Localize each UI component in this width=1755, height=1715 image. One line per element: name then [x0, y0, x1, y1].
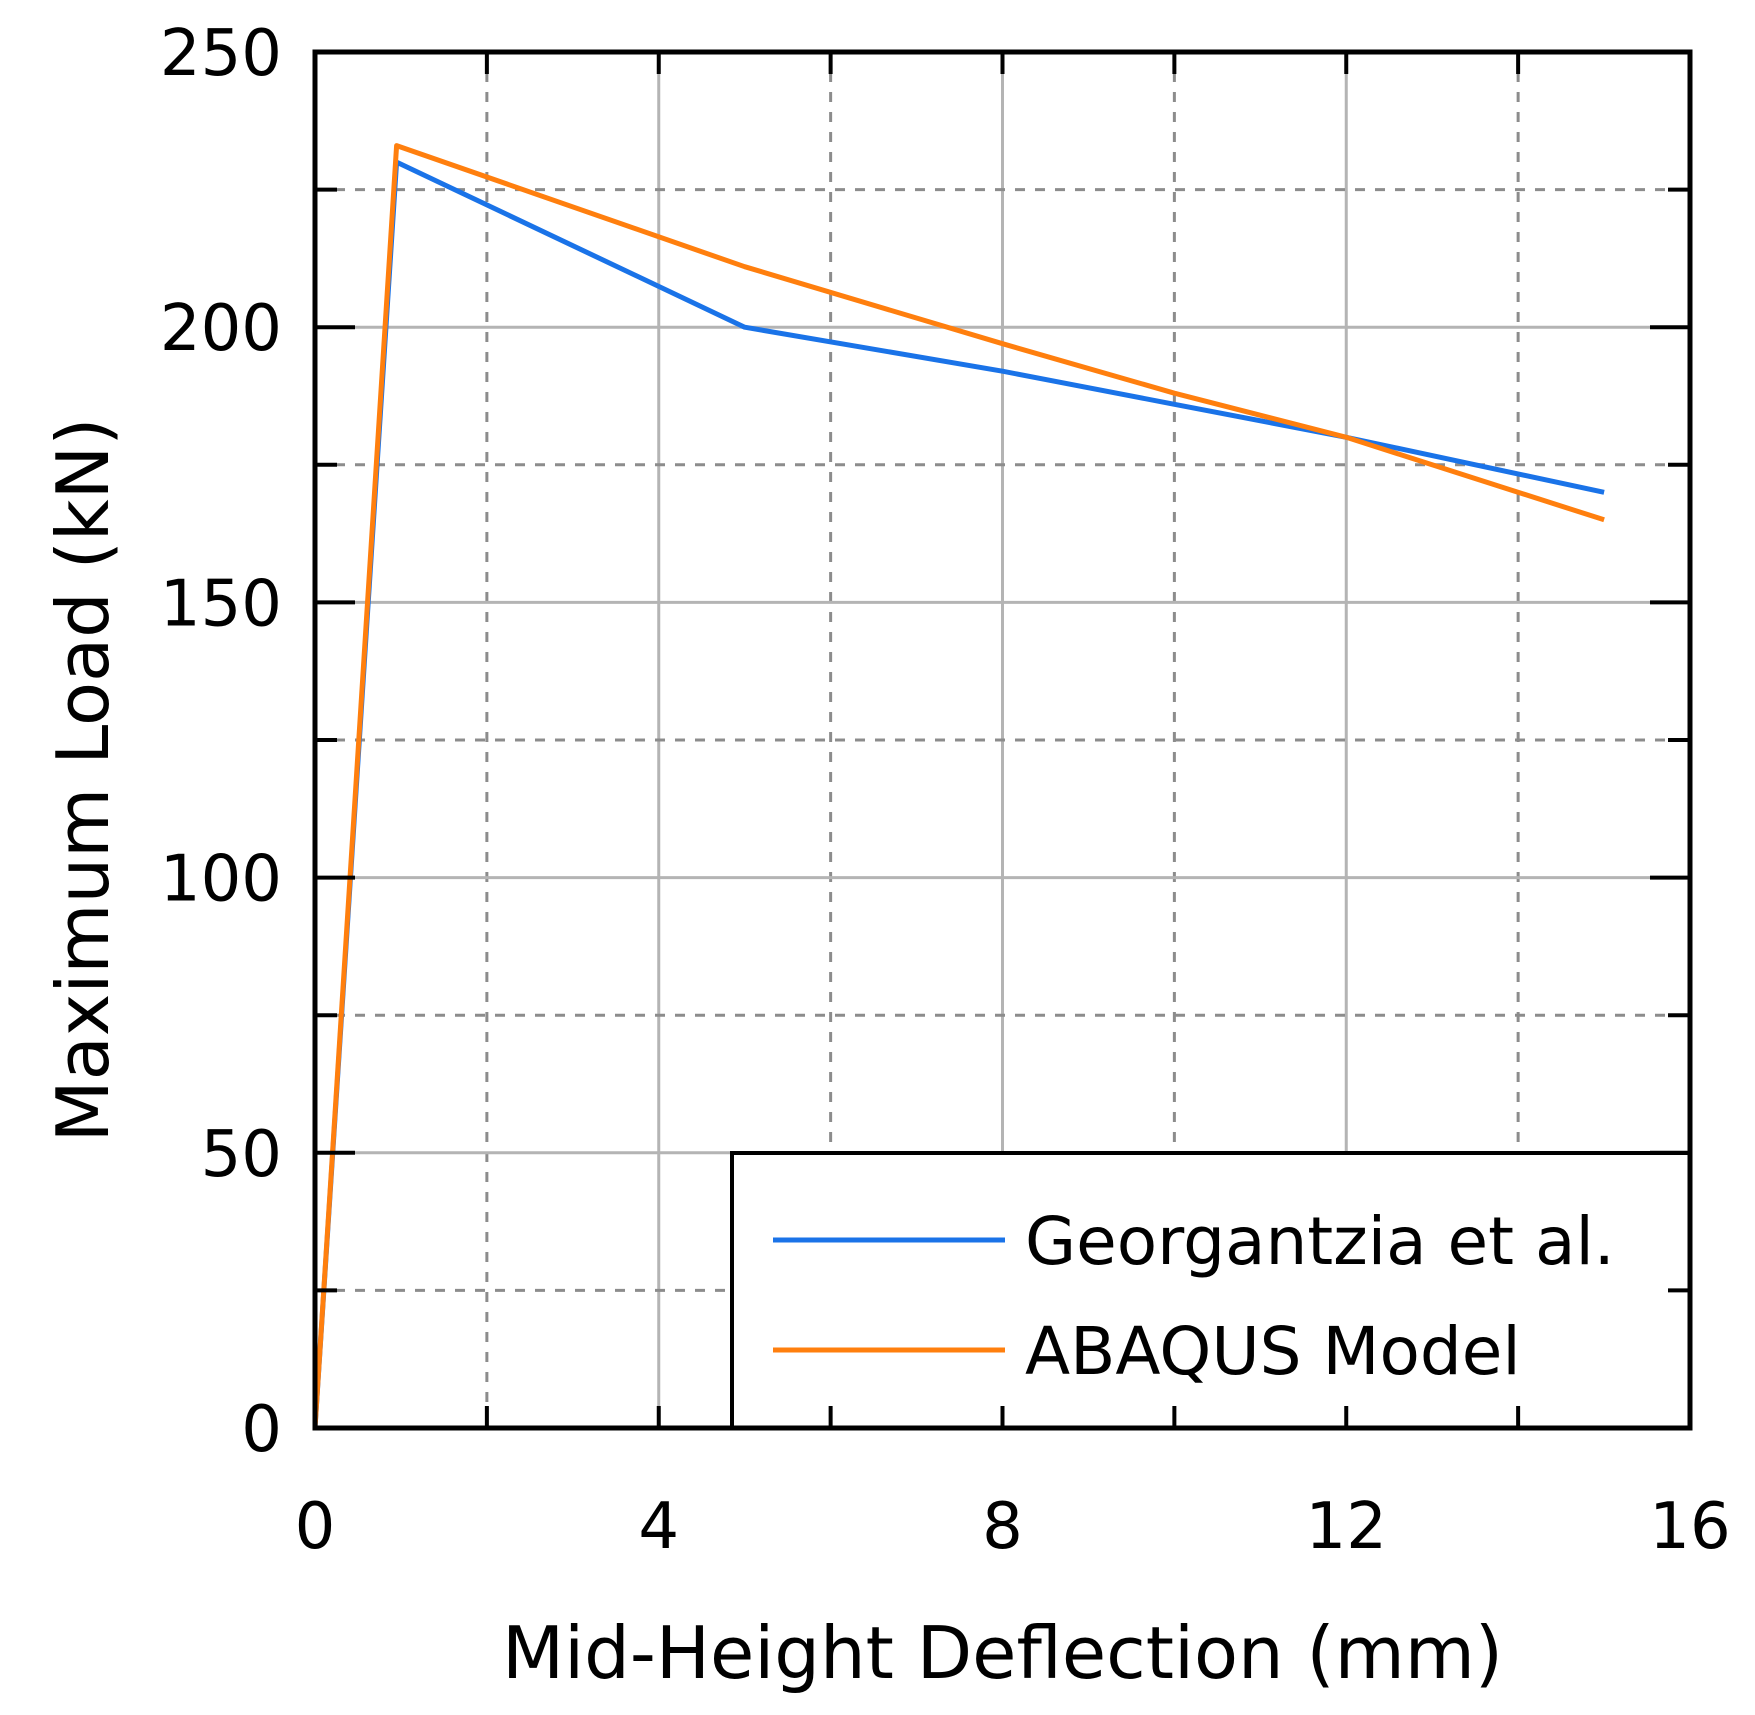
x-tick-label: 12 — [1306, 1490, 1387, 1564]
x-tick-label: 4 — [638, 1490, 679, 1564]
x-tick-label: 8 — [982, 1490, 1023, 1564]
grid — [315, 52, 1690, 1428]
y-axis-title: Maximum Load (kN) — [41, 418, 125, 1143]
y-tick-label: 0 — [241, 1393, 282, 1467]
x-axis-title: Mid-Height Deflection (mm) — [502, 1611, 1503, 1695]
legend-label-abaqus: ABAQUS Model — [1025, 1313, 1521, 1390]
legend-label-georgantzia: Georgantzia et al. — [1025, 1203, 1615, 1280]
y-tick-label: 100 — [160, 843, 282, 917]
y-tick-label: 50 — [201, 1118, 282, 1192]
x-tick-label: 16 — [1649, 1490, 1730, 1564]
series-lines — [312, 143, 1605, 1429]
x-tick-label: 0 — [295, 1490, 336, 1564]
y-tick-label: 200 — [160, 292, 282, 366]
series-line-abaqus — [312, 143, 1605, 1429]
y-tick-label: 150 — [160, 567, 282, 641]
y-tick-label: 250 — [160, 17, 282, 91]
axis-ticks — [315, 52, 1690, 1428]
tick-labels: 0 4 8 12 16 0 50 100 150 200 250 — [160, 17, 1731, 1564]
legend: Georgantzia et al. ABAQUS Model — [730, 1151, 1692, 1430]
